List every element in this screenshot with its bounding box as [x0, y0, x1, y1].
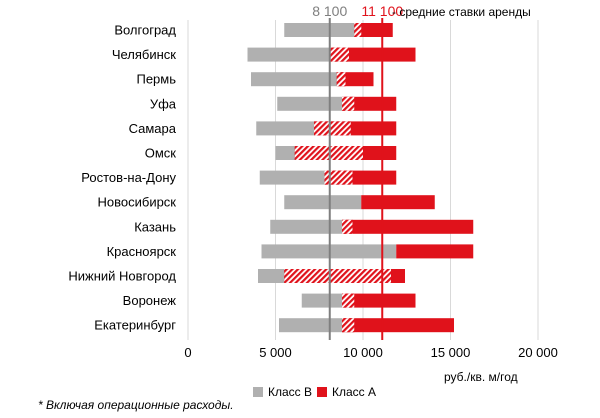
x-tick-labels: 0 5 000 10 000 15 000 20 000: [184, 345, 558, 360]
bar-class-b-7: [284, 195, 362, 210]
bar-class-a-9: [396, 244, 474, 259]
bars: [247, 23, 474, 333]
category-label-8: Казань: [134, 219, 176, 234]
bar-class-b-1: [247, 47, 349, 62]
bar-overlap-12: [342, 318, 355, 333]
x-tick-label-2: 10 000: [343, 345, 383, 360]
category-label-0: Волгоград: [114, 23, 176, 38]
bar-class-a-7: [361, 195, 435, 210]
category-label-12: Екатеринбург: [94, 318, 176, 333]
bar-class-a-11: [342, 293, 416, 308]
category-label-2: Пермь: [136, 72, 176, 87]
legend: Класс B Класс A: [253, 385, 376, 399]
reference-lines: 8 100 11 100: [312, 3, 403, 340]
bar-class-a-8: [342, 219, 474, 234]
reference-label-1: 11 100: [361, 3, 403, 19]
reference-label-0: 8 100: [312, 3, 347, 19]
bar-overlap-10: [284, 269, 391, 283]
bar-overlap-1: [329, 47, 349, 62]
category-label-5: Омск: [145, 146, 177, 161]
category-label-6: Ростов-на-Дону: [81, 170, 176, 185]
category-label-9: Красноярск: [107, 244, 177, 259]
category-labels: Волгоград Челябинск Пермь Уфа Самара Омск Рост…: [68, 23, 176, 333]
bar-class-b-2: [251, 72, 346, 87]
bar-class-a-2: [336, 72, 374, 87]
bar-overlap-6: [324, 170, 353, 185]
legend-swatch-class-a: [317, 387, 327, 397]
bar-overlap-3: [342, 96, 355, 111]
category-label-10: Нижний Новгород: [68, 269, 176, 284]
bar-overlap-11: [342, 293, 355, 308]
bar-class-a-12: [342, 318, 454, 333]
bar-overlap-4: [314, 121, 351, 136]
x-tick-label-0: 0: [184, 345, 191, 360]
bar-class-b-11: [301, 293, 355, 308]
legend-label-class-b: Класс B: [268, 385, 312, 399]
category-label-7: Новосибирск: [98, 195, 177, 210]
bar-class-b-12: [279, 318, 355, 333]
bar-class-b-8: [270, 219, 353, 234]
x-axis-label: руб./кв. м/год: [444, 370, 518, 384]
bar-class-b-3: [277, 96, 355, 111]
x-tick-label-1: 5 000: [259, 345, 292, 360]
bar-overlap-8: [342, 219, 353, 234]
category-label-3: Уфа: [150, 96, 177, 111]
category-label-1: Челябинск: [112, 47, 176, 62]
x-tick-label-4: 20 000: [518, 345, 558, 360]
legend-label-class-a: Класс A: [332, 385, 376, 399]
reference-caption: - средние ставки аренды: [392, 5, 531, 19]
bar-class-b-0: [284, 23, 362, 37]
footnote: * Включая операционные расходы.: [38, 398, 234, 412]
bar-overlap-0: [354, 23, 362, 37]
legend-swatch-class-b: [253, 387, 263, 397]
x-tick-label-3: 15 000: [431, 345, 471, 360]
bar-overlap-2: [336, 72, 346, 87]
category-label-11: Воронеж: [123, 293, 177, 308]
category-label-4: Самара: [129, 121, 177, 136]
bar-class-a-1: [329, 47, 416, 62]
